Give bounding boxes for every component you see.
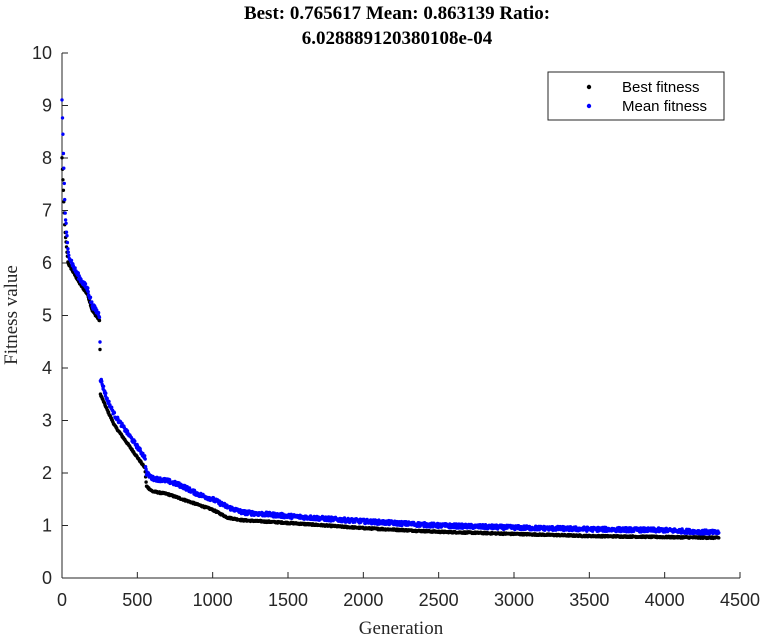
y-tick-label: 2 bbox=[42, 463, 52, 483]
data-point bbox=[141, 451, 145, 456]
chart-title-line-1: Best: 0.765617 Mean: 0.863139 Ratio: bbox=[244, 3, 550, 24]
axis-ticks: 0 500 1000 1500 2000 2500 3000 3500 4000 4500 0 1 2 3… bbox=[32, 43, 760, 610]
y-tick-label: 1 bbox=[42, 516, 52, 536]
data-point bbox=[143, 457, 147, 461]
plot-area bbox=[61, 53, 740, 579]
data-point bbox=[143, 454, 147, 458]
data-point bbox=[717, 536, 721, 540]
data-point bbox=[83, 282, 88, 286]
y-axis-label: Fitness value bbox=[1, 265, 22, 365]
y-tick-label: 7 bbox=[42, 201, 52, 221]
data-point bbox=[62, 197, 67, 202]
y-tick-label: 0 bbox=[42, 568, 52, 588]
data-point bbox=[97, 318, 102, 323]
data-point bbox=[101, 384, 106, 388]
x-tick-label: 3000 bbox=[494, 590, 534, 610]
data-point bbox=[61, 188, 66, 192]
data-point bbox=[98, 347, 102, 352]
data-point bbox=[110, 405, 114, 409]
legend-marker-mean bbox=[586, 103, 592, 109]
data-point bbox=[64, 221, 68, 225]
data-point bbox=[61, 178, 65, 182]
data-point bbox=[88, 295, 93, 299]
y-tick-label: 5 bbox=[42, 306, 52, 326]
data-point bbox=[96, 311, 101, 315]
data-point bbox=[61, 132, 65, 136]
y-tick-label: 10 bbox=[32, 43, 52, 63]
data-point bbox=[60, 98, 64, 102]
data-point bbox=[104, 391, 108, 395]
data-point bbox=[73, 266, 77, 270]
data-point bbox=[62, 181, 66, 186]
legend-label-mean: Mean fitness bbox=[622, 98, 707, 115]
data-point bbox=[62, 166, 66, 170]
series-mean-fitness bbox=[60, 98, 721, 536]
x-tick-label: 1500 bbox=[268, 590, 308, 610]
x-tick-label: 3500 bbox=[569, 590, 609, 610]
data-point bbox=[144, 480, 148, 484]
data-point bbox=[63, 211, 67, 215]
y-tick-label: 4 bbox=[42, 358, 52, 378]
data-point bbox=[97, 315, 102, 320]
data-point bbox=[112, 411, 117, 415]
x-tick-label: 1000 bbox=[193, 590, 233, 610]
legend: Best fitness Mean fitness bbox=[547, 71, 725, 121]
data-point bbox=[61, 151, 66, 156]
data-point bbox=[65, 234, 69, 238]
x-axis-label: Generation bbox=[359, 618, 444, 638]
legend-marker-best bbox=[586, 84, 592, 90]
x-tick-label: 4000 bbox=[645, 590, 685, 610]
data-point bbox=[90, 300, 94, 304]
data-point bbox=[86, 286, 90, 290]
chart-title-line-2: 6.028889120380108e-04 bbox=[302, 28, 493, 49]
data-point bbox=[100, 379, 104, 384]
data-point bbox=[60, 156, 64, 160]
data-point bbox=[590, 529, 595, 533]
data-point bbox=[69, 258, 74, 263]
x-tick-label: 4500 bbox=[720, 590, 760, 610]
data-point bbox=[66, 250, 71, 254]
x-tick-label: 0 bbox=[57, 590, 67, 610]
data-point bbox=[86, 290, 90, 294]
y-tick-label: 6 bbox=[42, 253, 52, 273]
data-point bbox=[64, 230, 69, 234]
x-tick-label: 2000 bbox=[343, 590, 383, 610]
data-point bbox=[107, 399, 111, 404]
data-point bbox=[717, 531, 721, 535]
data-points bbox=[60, 98, 721, 541]
data-point bbox=[98, 340, 102, 344]
data-point bbox=[63, 218, 68, 222]
data-point bbox=[65, 240, 70, 245]
data-point bbox=[66, 247, 70, 251]
data-point bbox=[133, 439, 137, 443]
series-best-fitness bbox=[60, 156, 721, 541]
x-tick-label: 500 bbox=[122, 590, 152, 610]
data-point bbox=[67, 253, 71, 257]
data-point bbox=[105, 396, 109, 401]
y-tick-label: 3 bbox=[42, 411, 52, 431]
legend-box bbox=[547, 71, 725, 121]
data-point bbox=[60, 116, 65, 120]
data-point bbox=[76, 271, 81, 275]
x-tick-label: 2500 bbox=[419, 590, 459, 610]
legend-label-best: Best fitness bbox=[622, 79, 700, 96]
y-tick-label: 8 bbox=[42, 148, 52, 168]
data-point bbox=[144, 467, 148, 471]
y-tick-label: 9 bbox=[42, 96, 52, 116]
